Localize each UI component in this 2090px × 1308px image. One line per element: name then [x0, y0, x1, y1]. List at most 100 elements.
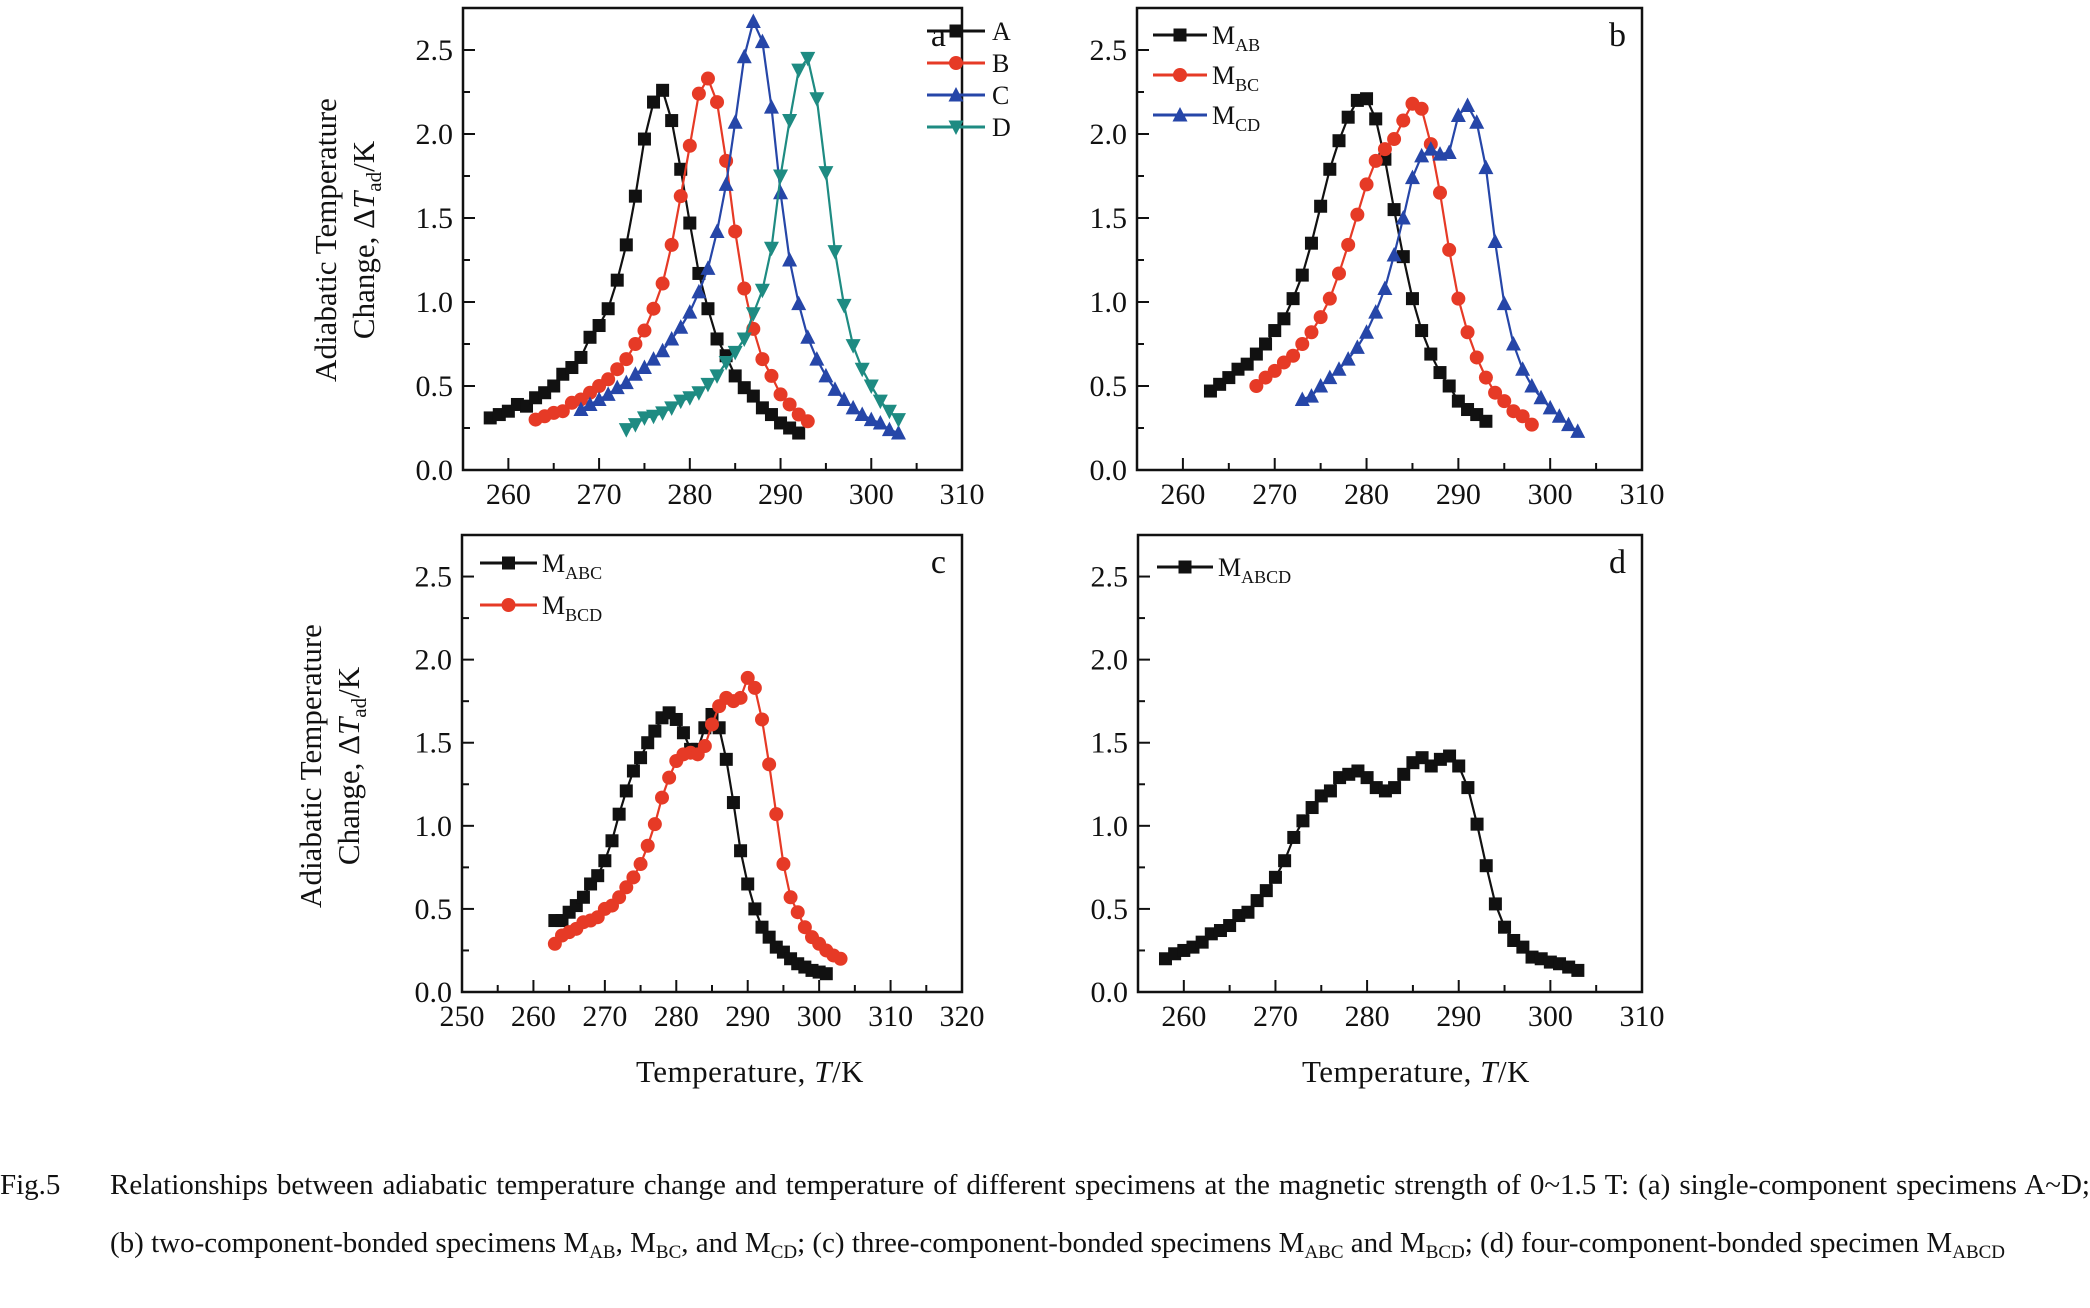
data-point	[1249, 379, 1264, 393]
data-point	[1314, 199, 1328, 213]
y-tick-label: 1.5	[1091, 727, 1129, 760]
data-point	[1505, 336, 1521, 351]
data-point	[1442, 242, 1457, 257]
series-mbcd	[547, 670, 848, 966]
data-point	[591, 391, 607, 406]
data-point	[783, 890, 798, 905]
data-point	[626, 764, 640, 778]
data-point	[673, 394, 689, 410]
y-tick-label: 0.0	[1091, 976, 1129, 1009]
data-point	[1286, 292, 1300, 306]
data-point	[1414, 101, 1429, 116]
data-point	[1323, 162, 1337, 176]
panel-label: d	[1609, 544, 1626, 581]
y-tick-label: 0.0	[1090, 454, 1128, 487]
caption-segment: Relationships between adiabatic temperat…	[110, 1169, 2090, 1259]
x-tick-label: 300	[797, 1000, 842, 1033]
y-title-prefix: Change, Δ	[331, 734, 366, 866]
panel-d: 260 270 280 290 300 310 0.0 0.5 1.0 1.5 2.0 2.5 d MAB…	[1091, 533, 1665, 1033]
data-point	[1240, 357, 1254, 371]
series-d	[618, 51, 906, 438]
data-point	[818, 367, 834, 383]
panel-label: c	[931, 544, 946, 581]
legend-label: C	[992, 81, 1009, 110]
data-point	[748, 902, 762, 916]
y-title-prefix: Change, Δ	[346, 208, 381, 340]
data-point	[1303, 388, 1319, 403]
data-point	[1498, 920, 1512, 934]
data-point	[700, 377, 716, 393]
data-point	[1542, 399, 1558, 415]
panel-label: a	[931, 17, 946, 54]
legend-marker	[948, 87, 964, 102]
y-axis-title-line2: Change, ΔTad/K	[330, 616, 371, 916]
data-point	[773, 169, 789, 184]
data-point	[646, 409, 662, 425]
data-point	[1377, 280, 1393, 296]
x-tick-label: 310	[1620, 1000, 1665, 1033]
data-point	[1488, 385, 1503, 400]
caption-segment: and M	[1343, 1227, 1426, 1259]
data-point	[1487, 233, 1503, 249]
data-point	[700, 71, 715, 86]
data-point	[854, 362, 870, 378]
data-point	[612, 807, 626, 821]
data-point	[591, 869, 605, 883]
data-point	[769, 807, 784, 822]
data-point	[1377, 142, 1392, 157]
data-point	[736, 48, 752, 64]
data-point	[719, 752, 733, 766]
legend-marker	[502, 556, 515, 570]
data-point	[1424, 347, 1438, 361]
data-point	[1295, 268, 1309, 282]
y-title-suffix: /K	[346, 140, 381, 172]
x-title-var: T	[814, 1054, 832, 1089]
data-point	[1360, 771, 1374, 785]
data-point	[1350, 207, 1365, 222]
x-tick-label: 280	[654, 1000, 699, 1033]
data-point	[1404, 169, 1420, 185]
data-point	[1322, 291, 1337, 306]
data-point	[727, 345, 743, 361]
data-point	[601, 302, 615, 316]
data-point	[1571, 963, 1585, 977]
data-point	[845, 339, 861, 354]
data-point	[1249, 347, 1263, 361]
data-point	[669, 712, 683, 726]
y-tick-label: 0.0	[415, 976, 453, 1009]
data-point	[636, 411, 652, 426]
data-point	[655, 276, 670, 291]
data-point	[1277, 312, 1291, 326]
data-point	[656, 83, 670, 97]
data-point	[790, 905, 805, 920]
data-point	[592, 319, 606, 333]
caption-subscript: ABC	[1304, 1242, 1344, 1263]
data-point	[697, 739, 712, 754]
y-axis-title-top: Adiabatic Temperature Change, ΔTad/K	[307, 90, 386, 390]
x-axis-title-c: Temperature, T/K	[636, 1054, 864, 1090]
data-point	[619, 352, 634, 367]
x-title-prefix: Temperature,	[636, 1054, 815, 1089]
data-point	[800, 414, 815, 429]
caption-subscript: ABCD	[1952, 1242, 2006, 1263]
legend-label: MBC	[1212, 61, 1259, 95]
data-point	[1479, 859, 1493, 873]
data-point	[626, 870, 641, 885]
data-point	[1323, 784, 1337, 798]
x-tick-label: 320	[940, 1000, 985, 1033]
x-tick-label: 300	[849, 478, 894, 511]
x-tick-label: 290	[758, 478, 803, 511]
series-mabcd	[1158, 749, 1585, 977]
data-point	[619, 784, 633, 798]
x-tick-label: 270	[1253, 1000, 1298, 1033]
y-title-sub: ad	[362, 171, 386, 192]
data-point	[754, 283, 770, 299]
x-title-suffix: /K	[1497, 1054, 1530, 1089]
series-mbc	[1249, 96, 1539, 432]
data-point	[1533, 389, 1549, 405]
data-point	[555, 404, 570, 419]
data-point	[1433, 185, 1447, 200]
data-point	[792, 426, 806, 440]
figure-plots: 260 270 280 290 300 310 0.0 0.5 1.0 1.5 2.0 2.5 a ABC…	[415, 6, 1665, 1033]
data-point	[662, 770, 677, 785]
